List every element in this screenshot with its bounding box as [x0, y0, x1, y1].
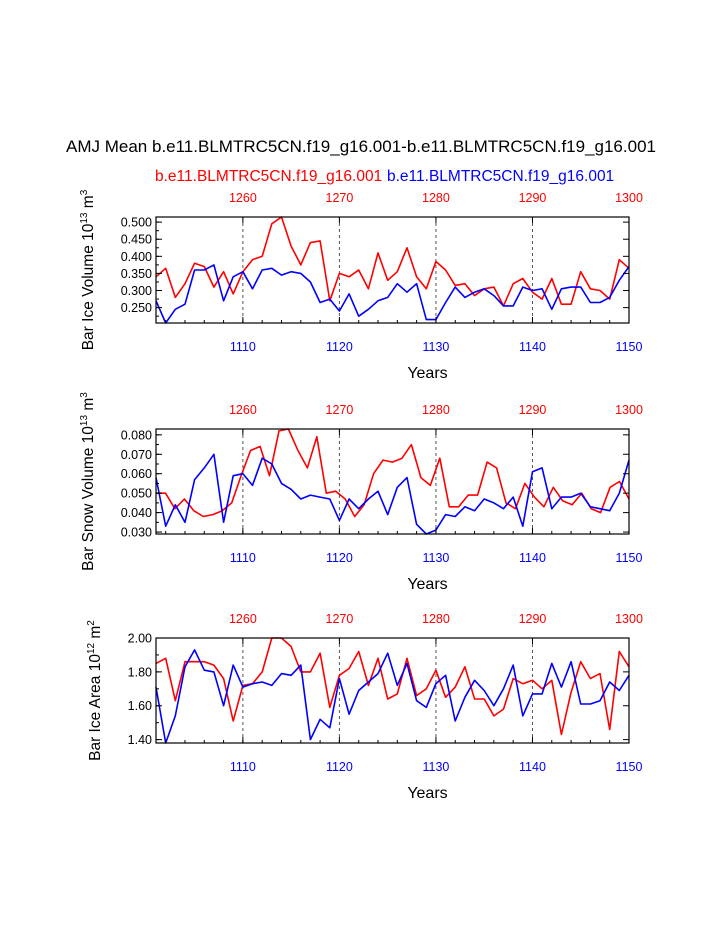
y-tick-label: 0.500	[121, 216, 152, 230]
y-tick-label: 1.80	[128, 665, 152, 679]
series-line-blue	[155, 649, 630, 744]
x-tick-label-bottom: 1130	[422, 760, 449, 774]
series-line-red	[156, 428, 630, 518]
x-tick-label-top: 1280	[422, 612, 450, 626]
x-axis-title: Years	[407, 785, 447, 802]
y-tick-label: 0.450	[121, 233, 152, 247]
plot-frame	[155, 637, 630, 744]
x-tick-label-bottom: 1120	[326, 551, 353, 565]
y-tick-label: 0.070	[121, 448, 152, 462]
y-axis-title: Bar Ice Area 1012 m2	[86, 620, 104, 761]
x-tick-label-bottom: 1110	[230, 760, 256, 774]
x-tick-label-top: 1300	[615, 403, 643, 417]
x-tick-label-bottom: 1110	[230, 340, 256, 354]
y-tick-label: 0.250	[121, 301, 152, 315]
series-line-red	[155, 637, 630, 736]
x-tick-label-top: 1260	[229, 612, 257, 626]
x-tick-label-top: 1290	[519, 612, 547, 626]
plot-frame	[155, 216, 630, 324]
x-tick-label-bottom: 1120	[326, 760, 353, 774]
x-tick-label-top: 1270	[326, 191, 354, 205]
x-tick-label-top: 1260	[229, 403, 257, 417]
x-tick-label-top: 1290	[519, 403, 547, 417]
x-axis-title: Years	[407, 576, 447, 593]
plot-frame	[155, 428, 630, 535]
x-tick-label-bottom: 1130	[422, 551, 449, 565]
series-line-red	[155, 216, 630, 307]
chart-panels: 0.250 0.300 0.350 0.400 0.450 0.500 1110 1120 11…	[79, 189, 643, 802]
y-tick-label: 0.060	[121, 467, 152, 481]
x-tick-label-top: 1280	[422, 403, 450, 417]
x-tick-label-bottom: 1150	[616, 551, 643, 565]
y-tick-label: 0.300	[121, 284, 152, 298]
chart-panel-3: 1.40 1.60 1.80 2.00 1110 1120 1130 1140 1150 1260…	[86, 612, 643, 802]
y-tick-label: 0.040	[121, 506, 152, 520]
x-tick-label-bottom: 1150	[616, 340, 643, 354]
x-tick-label-bottom: 1150	[616, 760, 643, 774]
y-tick-label: 0.400	[121, 250, 152, 264]
y-tick-label: 0.050	[121, 487, 152, 501]
x-tick-label-bottom: 1110	[230, 551, 256, 565]
x-tick-label-top: 1270	[326, 403, 354, 417]
x-tick-label-top: 1300	[615, 191, 643, 205]
figure-title: AMJ Mean b.e11.BLMTRC5CN.f19_g16.001-b.e…	[66, 137, 656, 156]
chart-panel-2: 0.030 0.040 0.050 0.060 0.070 0.080 1110 1120 11…	[79, 392, 643, 593]
y-tick-label: 2.00	[128, 632, 152, 646]
y-tick-label: 1.40	[128, 733, 152, 747]
x-tick-label-top: 1280	[422, 191, 450, 205]
x-tick-label-bottom: 1140	[519, 340, 546, 354]
y-axis-title: Bar Snow Volume 1013 m3	[79, 392, 97, 571]
series-line-blue	[155, 264, 630, 324]
y-tick-label: 0.080	[121, 428, 152, 442]
x-tick-label-bottom: 1130	[422, 340, 449, 354]
legend-red-label: b.e11.BLMTRC5CN.f19_g16.001	[155, 168, 382, 185]
x-tick-label-top: 1270	[326, 612, 354, 626]
x-axis-title: Years	[407, 365, 447, 382]
y-axis-title: Bar Ice Volume 1013 m3	[79, 189, 97, 350]
y-tick-label: 0.350	[121, 267, 152, 281]
y-tick-label: 0.030	[121, 526, 152, 540]
chart-panel-1: 0.250 0.300 0.350 0.400 0.450 0.500 1110 1120 11…	[79, 189, 643, 382]
x-tick-label-top: 1260	[229, 191, 257, 205]
y-tick-label: 1.60	[128, 699, 152, 713]
x-tick-label-bottom: 1120	[326, 340, 353, 354]
series-line-blue	[155, 453, 630, 535]
x-tick-label-top: 1290	[519, 191, 547, 205]
legend-blue-label: b.e11.BLMTRC5CN.f19_g16.001	[387, 168, 614, 185]
x-tick-label-bottom: 1140	[519, 551, 546, 565]
x-tick-label-bottom: 1140	[519, 760, 546, 774]
x-tick-label-top: 1300	[615, 612, 643, 626]
